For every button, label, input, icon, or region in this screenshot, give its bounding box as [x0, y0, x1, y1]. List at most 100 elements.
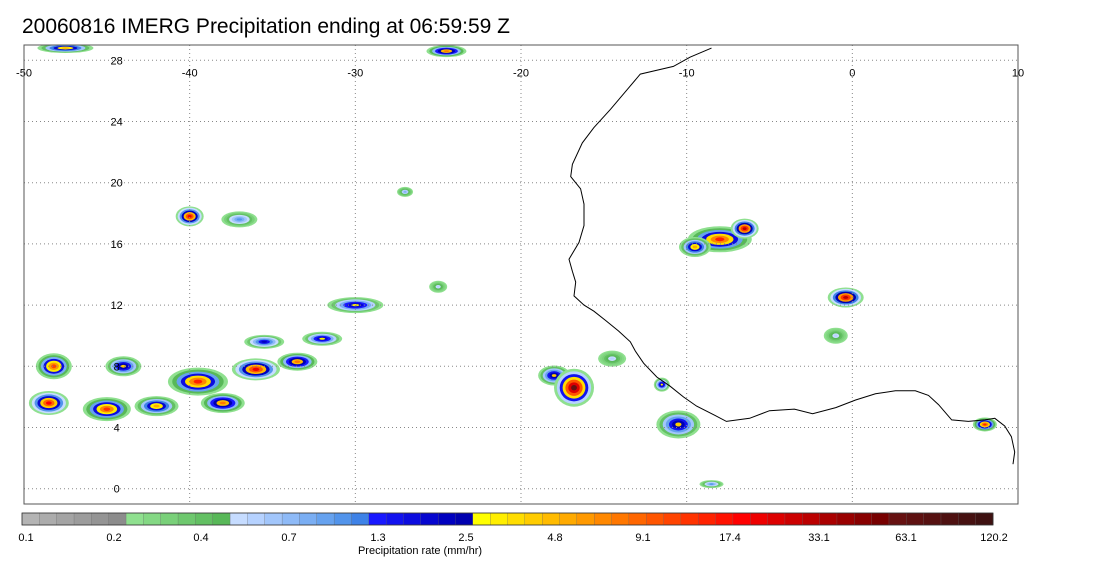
- colorbar-label: Precipitation rate (mm/hr): [358, 545, 482, 557]
- colorbar-swatch: [507, 512, 526, 526]
- precip-cell: [426, 45, 467, 58]
- precip-cell: [175, 206, 204, 227]
- precip-contour: [660, 383, 663, 386]
- precip-contour: [120, 364, 126, 368]
- precip-contour: [709, 483, 714, 485]
- colorbar-swatch: [143, 512, 162, 526]
- colorbar-tick-label: 4.8: [547, 532, 562, 544]
- colorbar-swatch: [437, 512, 456, 526]
- colorbar-swatch: [108, 512, 127, 526]
- precip-contour: [675, 422, 682, 427]
- colorbar-tick-label: 0.7: [281, 532, 296, 544]
- precip-contour: [551, 374, 557, 377]
- colorbar-tick-label: 0.4: [193, 532, 208, 544]
- page-title: 20060816 IMERG Precipitation ending at 0…: [22, 15, 510, 38]
- precip-cell: [134, 396, 179, 417]
- precip-cell: [82, 397, 131, 422]
- colorbar-swatch: [247, 512, 266, 526]
- precip-cell: [221, 211, 258, 228]
- colorbar-swatch: [784, 512, 803, 526]
- colorbar-swatch: [906, 512, 925, 526]
- colorbar-swatch: [299, 512, 318, 526]
- lat-tick-label: 4: [114, 423, 120, 435]
- precip-cell: [244, 334, 285, 349]
- precip-cell: [28, 391, 69, 416]
- colorbar-tick-label: 0.1: [18, 532, 33, 544]
- precipitation-layer: [28, 45, 997, 489]
- lat-tick-label: 8: [114, 361, 120, 373]
- precip-contour: [692, 245, 698, 249]
- colorbar-swatch: [73, 512, 92, 526]
- colorbar-tick-label: 33.1: [808, 532, 829, 544]
- precip-contour: [219, 401, 226, 405]
- colorbar-swatch: [715, 512, 734, 526]
- colorbar-swatch: [264, 512, 283, 526]
- colorbar-tick-label: 0.2: [106, 532, 121, 544]
- precip-contour: [742, 227, 747, 231]
- colorbar-swatch: [420, 512, 439, 526]
- colorbar-tick-label: 2.5: [458, 532, 473, 544]
- colorbar-tick-label: 17.4: [719, 532, 740, 544]
- colorbar-swatch: [385, 512, 404, 526]
- precip-cell: [302, 331, 343, 346]
- colorbar-swatch: [212, 512, 231, 526]
- precip-contour: [443, 50, 450, 53]
- colorbar-swatch: [750, 512, 769, 526]
- colorbar-swatch: [333, 512, 352, 526]
- precip-contour: [103, 407, 111, 411]
- colorbar-swatch: [455, 512, 474, 526]
- colorbar-swatch: [680, 512, 699, 526]
- colorbar-swatch: [767, 512, 786, 526]
- precip-cell: [730, 218, 759, 239]
- precip-cell: [397, 186, 414, 197]
- colorbar-swatch: [576, 512, 595, 526]
- colorbar-swatch: [975, 512, 994, 526]
- colorbar-swatch: [21, 512, 40, 526]
- colorbar-swatch: [56, 512, 75, 526]
- colorbar-swatch: [542, 512, 560, 526]
- precip-cell: [277, 352, 318, 371]
- coastline: [568, 47, 1016, 465]
- precip-cell: [231, 358, 280, 381]
- lat-tick-label: 28: [111, 55, 123, 67]
- precip-contour: [61, 47, 70, 49]
- colorbar-swatch: [524, 512, 543, 526]
- colorbar-swatch: [316, 512, 335, 526]
- precip-contour: [983, 423, 987, 426]
- precip-contour: [571, 385, 577, 391]
- precip-cell: [429, 280, 448, 293]
- lat-tick-label: 20: [111, 178, 123, 190]
- precip-cell: [598, 350, 627, 367]
- colorbar-swatch: [39, 512, 58, 526]
- colorbar-swatch: [646, 512, 665, 526]
- precip-contour: [294, 360, 301, 364]
- colorbar-tick-label: 1.3: [370, 532, 385, 544]
- colorbar-swatch: [819, 512, 838, 526]
- colorbar-swatch: [871, 512, 890, 526]
- precip-contour: [610, 357, 615, 360]
- lat-tick-label: 16: [111, 239, 123, 251]
- colorbar-swatch: [368, 512, 387, 526]
- lat-tick-label: 12: [111, 300, 123, 312]
- colorbar-swatch: [663, 512, 682, 526]
- precip-contour: [261, 340, 268, 343]
- precip-contour: [436, 285, 440, 288]
- colorbar-swatch: [888, 512, 907, 526]
- precip-contour: [252, 367, 260, 371]
- colorbar-tick-label: 9.1: [635, 532, 650, 544]
- lat-lon-grid: [24, 45, 1018, 504]
- colorbar-swatch: [195, 512, 214, 526]
- colorbar-swatch: [91, 512, 110, 526]
- colorbar-swatch: [923, 512, 942, 526]
- coastline-west-africa: [568, 47, 1016, 465]
- precip-contour: [45, 401, 52, 405]
- lon-tick-label: -40: [182, 67, 198, 79]
- colorbar-swatch: [594, 512, 612, 526]
- colorbar-swatch: [732, 512, 751, 526]
- lat-tick-label: 0: [114, 484, 120, 496]
- colorbar-swatch: [698, 512, 717, 526]
- colorbar-swatch: [160, 512, 179, 526]
- precip-contour: [715, 237, 725, 242]
